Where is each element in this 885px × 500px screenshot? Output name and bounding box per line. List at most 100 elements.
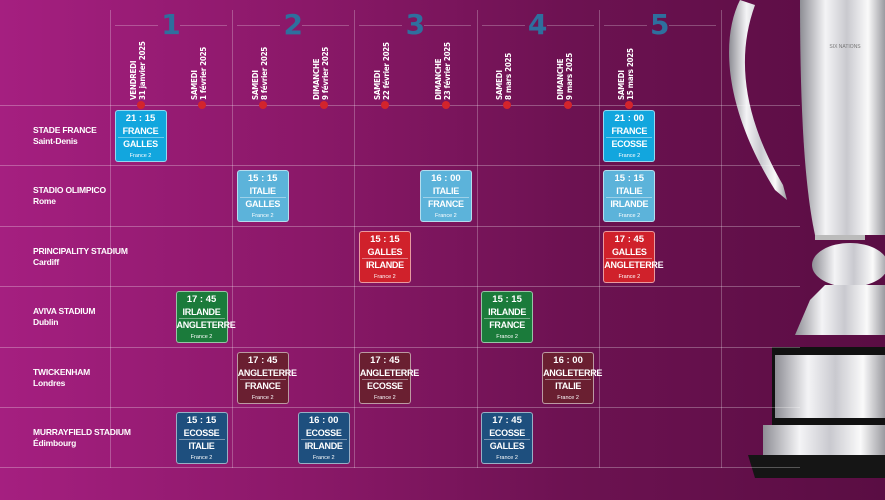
- match-card[interactable]: 15 : 15 IRLANDE FRANCE France 2: [481, 291, 534, 344]
- round-rule: [237, 25, 281, 26]
- match-card[interactable]: 15 : 15 ITALIE IRLANDE France 2: [603, 170, 656, 223]
- away-team: ITALIE: [188, 441, 215, 451]
- venue-name: PRINCIPALITY STADIUM: [33, 245, 128, 256]
- match-time: 17 : 45: [370, 354, 400, 366]
- round-rule: [603, 25, 647, 26]
- date-value: 9 février 2025: [320, 47, 330, 100]
- home-team: FRANCE: [611, 126, 648, 136]
- team-separator: [606, 137, 653, 138]
- home-team: IRLANDE: [488, 307, 527, 318]
- date-marker: [197, 101, 206, 109]
- broadcaster: France 2: [496, 334, 518, 341]
- date-day: SAMEDI: [495, 70, 505, 100]
- away-team: ITALIE: [555, 380, 582, 391]
- match-card[interactable]: 16 : 00 ECOSSE IRLANDE France 2: [297, 412, 350, 464]
- match-time: 17 : 45: [614, 233, 645, 245]
- home-team: ITALIE: [249, 186, 276, 197]
- row-divider: [0, 467, 800, 469]
- match-time: 21 : 15: [125, 113, 156, 124]
- home-team: IRLANDE: [182, 307, 221, 318]
- match-time: 16 : 00: [431, 173, 461, 185]
- venue-city: Cardiff: [33, 256, 59, 267]
- date-marker: [258, 101, 267, 109]
- match-date: SAMEDI 8 février 2025: [251, 47, 269, 100]
- trophy-image: SIX NATIONS: [729, 0, 885, 478]
- match-card[interactable]: 16 : 00 ANGLETERRE ITALIE France 2: [542, 351, 602, 404]
- column-divider: [598, 10, 600, 468]
- venue-name: TWICKENHAM: [33, 366, 91, 377]
- away-team: IRLANDE: [304, 441, 343, 451]
- round-number: 4: [527, 8, 548, 41]
- venue-label: TWICKENHAM Londres: [33, 367, 90, 389]
- away-team: IRLANDE: [610, 199, 649, 210]
- match-card[interactable]: 17 : 45 ANGLETERRE ECOSSE France 2: [358, 351, 419, 404]
- match-card[interactable]: 15 : 15 ECOSSE ITALIE France 2: [175, 412, 228, 464]
- home-team: ITALIE: [616, 186, 643, 197]
- broadcaster: France 2: [618, 153, 641, 159]
- match-time: 17 : 45: [247, 354, 278, 366]
- match-card[interactable]: 15 : 15 ITALIE GALLES France 2: [236, 170, 289, 223]
- team-separator: [484, 318, 531, 320]
- broadcaster: France 2: [496, 455, 518, 461]
- team-separator: [361, 257, 408, 259]
- date-marker: [380, 101, 389, 109]
- row-divider: [0, 165, 800, 167]
- venue-city: Dublin: [33, 317, 59, 328]
- round-number: 5: [650, 8, 670, 41]
- round-number: 3: [405, 8, 426, 41]
- broadcaster: France 2: [618, 213, 641, 220]
- row-divider: [0, 346, 800, 348]
- venue-label: PRINCIPALITY STADIUM Cardiff: [33, 246, 128, 268]
- date-day: SAMEDI: [617, 70, 627, 100]
- match-card[interactable]: 17 : 45 ANGLETERRE FRANCE France 2: [236, 351, 297, 404]
- date-marker: [136, 101, 145, 109]
- match-date: SAMEDI 8 mars 2025: [495, 53, 513, 100]
- venue-name: STADIO OLIMPICO: [33, 185, 106, 196]
- date-day: DIMANCHE: [433, 58, 443, 100]
- match-time: 15 : 15: [247, 173, 278, 185]
- venue-name: STADE FRANCE: [33, 125, 97, 135]
- round-rule: [180, 25, 227, 26]
- broadcaster: France 2: [251, 213, 274, 220]
- match-card[interactable]: 17 : 45 IRLANDE ANGLETERRE France 2: [175, 291, 236, 344]
- home-team: ECOSSE: [489, 428, 525, 438]
- away-team: ANGLETERRE: [176, 320, 236, 331]
- date-day: SAMEDI: [372, 70, 382, 100]
- venue-name: AVIVA STADIUM: [33, 306, 96, 317]
- venue-label: STADE FRANCE Saint-Denis: [33, 125, 97, 147]
- match-card[interactable]: 15 : 15 GALLES IRLANDE France 2: [358, 230, 411, 283]
- date-day: DIMANCHE: [311, 58, 321, 100]
- broadcaster: France 2: [374, 394, 396, 401]
- match-time: 17 : 45: [186, 294, 217, 306]
- date-day: SAMEDI: [250, 70, 260, 100]
- away-team: FRANCE: [489, 320, 525, 331]
- match-card[interactable]: 17 : 45 ECOSSE GALLES France 2: [481, 412, 534, 464]
- home-team: ANGLETERRE: [237, 367, 297, 378]
- away-team: ECOSSE: [367, 380, 403, 391]
- broadcaster: France 2: [618, 273, 641, 280]
- date-value: 1 février 2025: [198, 47, 208, 100]
- match-date: SAMEDI 22 février 2025: [373, 42, 391, 100]
- away-team: IRLANDE: [365, 259, 404, 270]
- broadcaster: France 2: [557, 394, 579, 401]
- away-team: FRANCE: [244, 380, 281, 391]
- broadcaster: France 2: [129, 153, 152, 159]
- date-value: 23 février 2025: [442, 42, 452, 100]
- match-card[interactable]: 17 : 45 GALLES ANGLETERRE France 2: [603, 230, 664, 283]
- match-time: 21 : 00: [614, 113, 645, 124]
- venue-label: STADIO OLIMPICO Rome: [33, 185, 106, 207]
- round-rule: [359, 25, 403, 26]
- home-team: ITALIE: [432, 186, 459, 197]
- team-separator: [239, 378, 286, 380]
- venue-label: MURRAYFIELD STADIUM Édimbourg: [33, 427, 131, 449]
- broadcaster: France 2: [251, 394, 274, 401]
- match-card[interactable]: 16 : 00 ITALIE FRANCE France 2: [419, 170, 472, 223]
- match-time: 15 : 15: [492, 294, 522, 306]
- venue-city: Saint-Denis: [33, 136, 78, 146]
- match-card[interactable]: 21 : 15 FRANCE GALLES France 2: [114, 110, 167, 162]
- venue-label: AVIVA STADIUM Dublin: [33, 306, 95, 328]
- away-team: ANGLETERRE: [604, 259, 664, 270]
- row-divider: [0, 407, 800, 408]
- match-date: SAMEDI 15 mars 2025: [617, 48, 635, 100]
- match-card[interactable]: 21 : 00 FRANCE ECOSSE France 2: [603, 110, 656, 162]
